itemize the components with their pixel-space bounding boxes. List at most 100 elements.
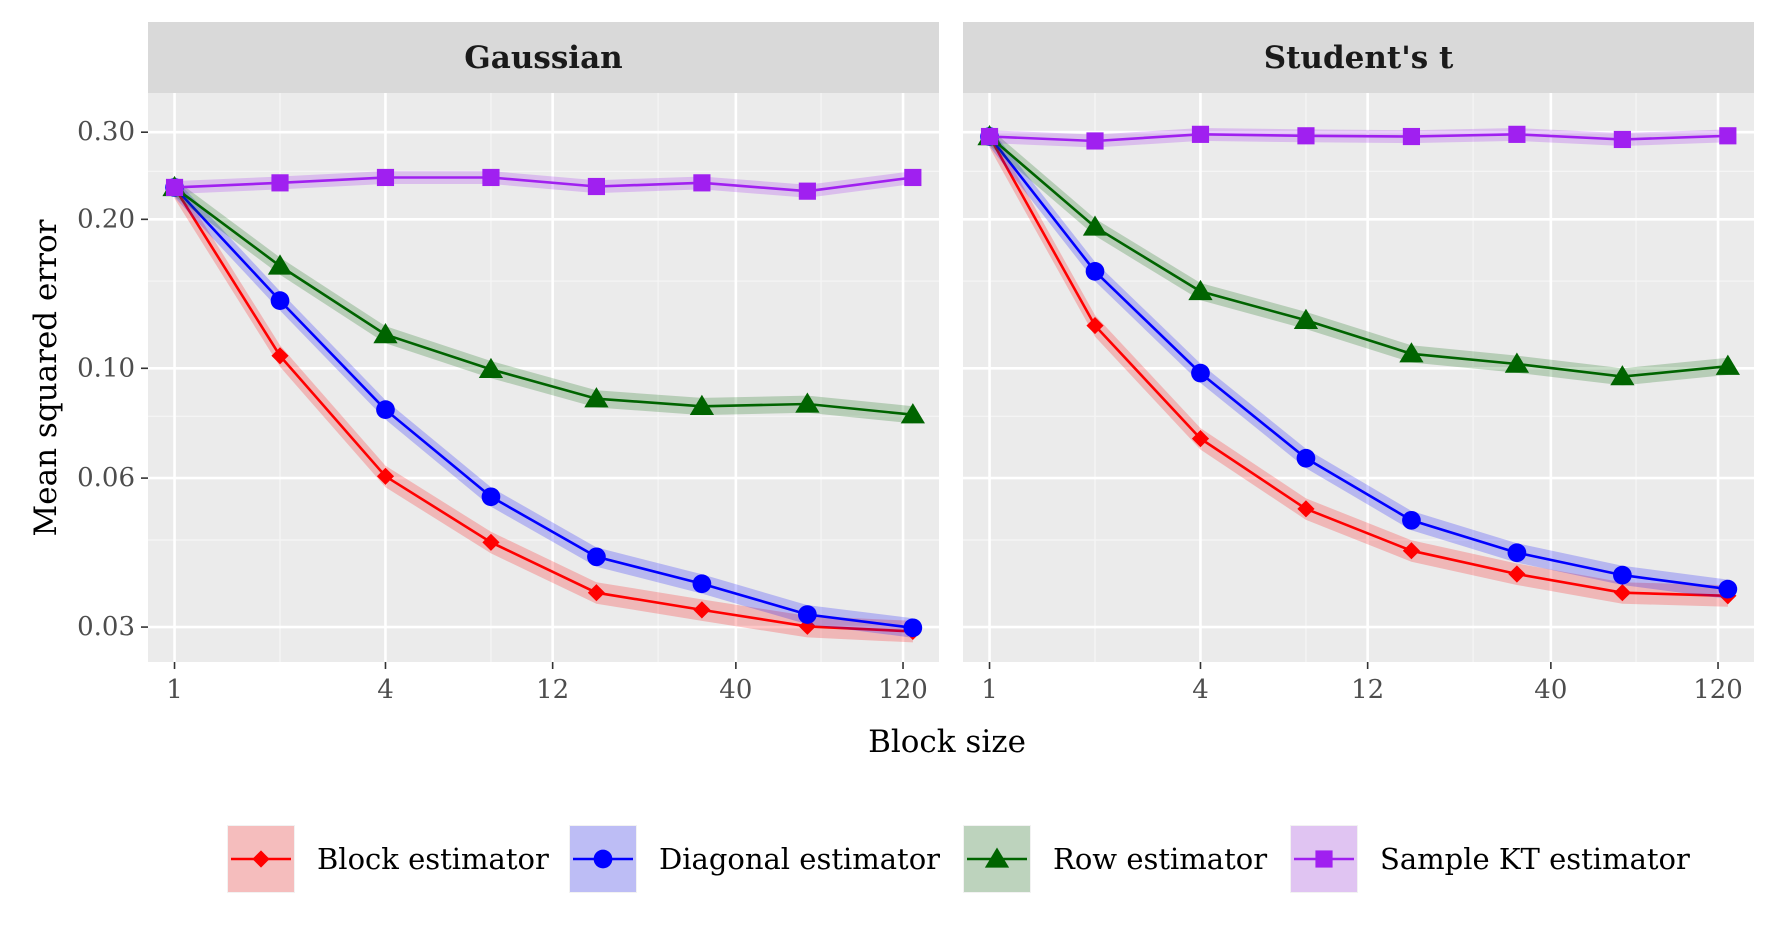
data-point xyxy=(1402,542,1421,560)
legend-key-marker xyxy=(593,849,613,869)
x-tick-label: 120 xyxy=(1693,675,1743,705)
legend: Block estimator Diagonal estimator Row est… xyxy=(227,825,1690,893)
data-point xyxy=(1082,215,1108,236)
data-point xyxy=(1504,352,1530,373)
x-tick-label: 40 xyxy=(1534,675,1567,705)
data-point xyxy=(900,403,925,424)
series-line xyxy=(989,132,1728,143)
data-point xyxy=(1719,127,1737,145)
series-sample-kt-estimator xyxy=(980,125,1737,150)
series-line xyxy=(173,186,913,633)
data-point xyxy=(1191,125,1210,143)
data-point xyxy=(482,168,500,187)
data-point xyxy=(798,617,816,635)
x-ticks-gaussian: 1 4 12 40 120 xyxy=(166,662,928,705)
strip-background-gaussian xyxy=(148,22,939,93)
confidence-band xyxy=(989,128,1728,148)
x-tick-label: 1 xyxy=(981,675,998,705)
data-point xyxy=(482,533,500,551)
strip-background-students-t xyxy=(963,22,1754,93)
x-axis-title: Block size xyxy=(868,724,1026,760)
series-layer-gaussian xyxy=(162,168,925,643)
data-point xyxy=(376,467,395,485)
legend-label: Diagonal estimator xyxy=(659,842,940,876)
data-point xyxy=(587,584,606,602)
legend-label: Block estimator xyxy=(317,842,549,876)
x-tick-label: 120 xyxy=(878,675,928,705)
data-point xyxy=(1297,500,1315,518)
data-point xyxy=(1718,579,1738,599)
data-point xyxy=(1613,130,1631,149)
series-layer-students-t xyxy=(977,124,1740,607)
data-point xyxy=(904,168,922,187)
data-point xyxy=(693,174,711,192)
x-tick-label: 40 xyxy=(719,675,752,705)
confidence-band xyxy=(174,176,913,643)
x-tick-label: 12 xyxy=(1351,675,1384,705)
y-ticks-gaussian: 0.03 0.06 0.10 0.20 0.30 xyxy=(77,117,148,642)
series-line xyxy=(173,186,914,416)
data-point xyxy=(270,291,290,310)
legend-label: Row estimator xyxy=(1053,842,1267,876)
data-point xyxy=(1613,584,1631,602)
legend-item-diagonal-estimator: Diagonal estimator xyxy=(569,825,940,893)
series-sample-kt-estimator xyxy=(165,168,922,200)
data-point xyxy=(1508,565,1526,583)
data-point xyxy=(693,601,711,619)
data-point xyxy=(373,323,398,344)
data-point xyxy=(1399,342,1424,363)
data-point xyxy=(271,347,289,365)
panel-students-t: Student's t 1 4 12 40 120 xyxy=(963,22,1754,705)
y-tick-label: 0.10 xyxy=(77,353,135,383)
x-tick-label: 1 xyxy=(166,675,183,705)
panel-title-students-t: Student's t xyxy=(1264,40,1454,76)
x-ticks-students-t: 1 4 12 40 120 xyxy=(981,662,1743,705)
data-point xyxy=(1086,316,1104,335)
data-point xyxy=(1508,125,1526,143)
data-point xyxy=(1715,354,1740,375)
data-point xyxy=(478,357,504,379)
data-point xyxy=(1402,510,1421,530)
data-point xyxy=(689,394,715,415)
confidence-band xyxy=(989,126,1728,607)
y-tick-label: 0.06 xyxy=(77,463,135,493)
data-point xyxy=(1191,363,1210,383)
data-point xyxy=(1613,565,1632,585)
data-point xyxy=(798,182,816,200)
series-line xyxy=(988,135,1729,378)
panel-gaussian: Gaussian 1 4 12 40 120 0.03 0.06 0.10 0.20 0.30 xyxy=(77,22,939,705)
data-point xyxy=(692,574,712,594)
data-point xyxy=(587,177,606,196)
x-tick-label: 4 xyxy=(1192,675,1209,705)
data-point xyxy=(1297,127,1315,145)
panel-title-gaussian: Gaussian xyxy=(464,40,622,76)
data-point xyxy=(798,605,817,624)
data-point xyxy=(1402,127,1421,146)
y-tick-label: 0.03 xyxy=(77,612,135,642)
series-diagonal-estimator xyxy=(165,178,923,638)
series-line xyxy=(174,176,914,193)
legend-item-sample-kt-estimator: Sample KT estimator xyxy=(1290,825,1690,893)
legend-item-row-estimator: Row estimator xyxy=(963,825,1267,893)
y-tick-label: 0.20 xyxy=(77,204,135,234)
series-row-estimator xyxy=(977,124,1740,386)
data-point xyxy=(165,178,184,197)
series-line xyxy=(988,135,1728,598)
data-point xyxy=(376,168,395,187)
legend-item-block-estimator: Block estimator xyxy=(227,825,549,893)
confidence-band xyxy=(989,128,1728,386)
data-point xyxy=(376,400,395,420)
data-point xyxy=(980,127,999,146)
legend-key-marker xyxy=(984,847,1010,868)
series-line xyxy=(173,186,914,630)
grid-gaussian xyxy=(148,93,939,662)
data-point xyxy=(1085,262,1105,281)
data-point xyxy=(587,547,606,567)
data-point xyxy=(1086,132,1104,150)
series-line xyxy=(988,135,1729,591)
data-point xyxy=(1610,365,1635,386)
x-tick-label: 4 xyxy=(377,675,394,705)
data-point xyxy=(1293,308,1319,330)
data-point xyxy=(1188,279,1213,301)
